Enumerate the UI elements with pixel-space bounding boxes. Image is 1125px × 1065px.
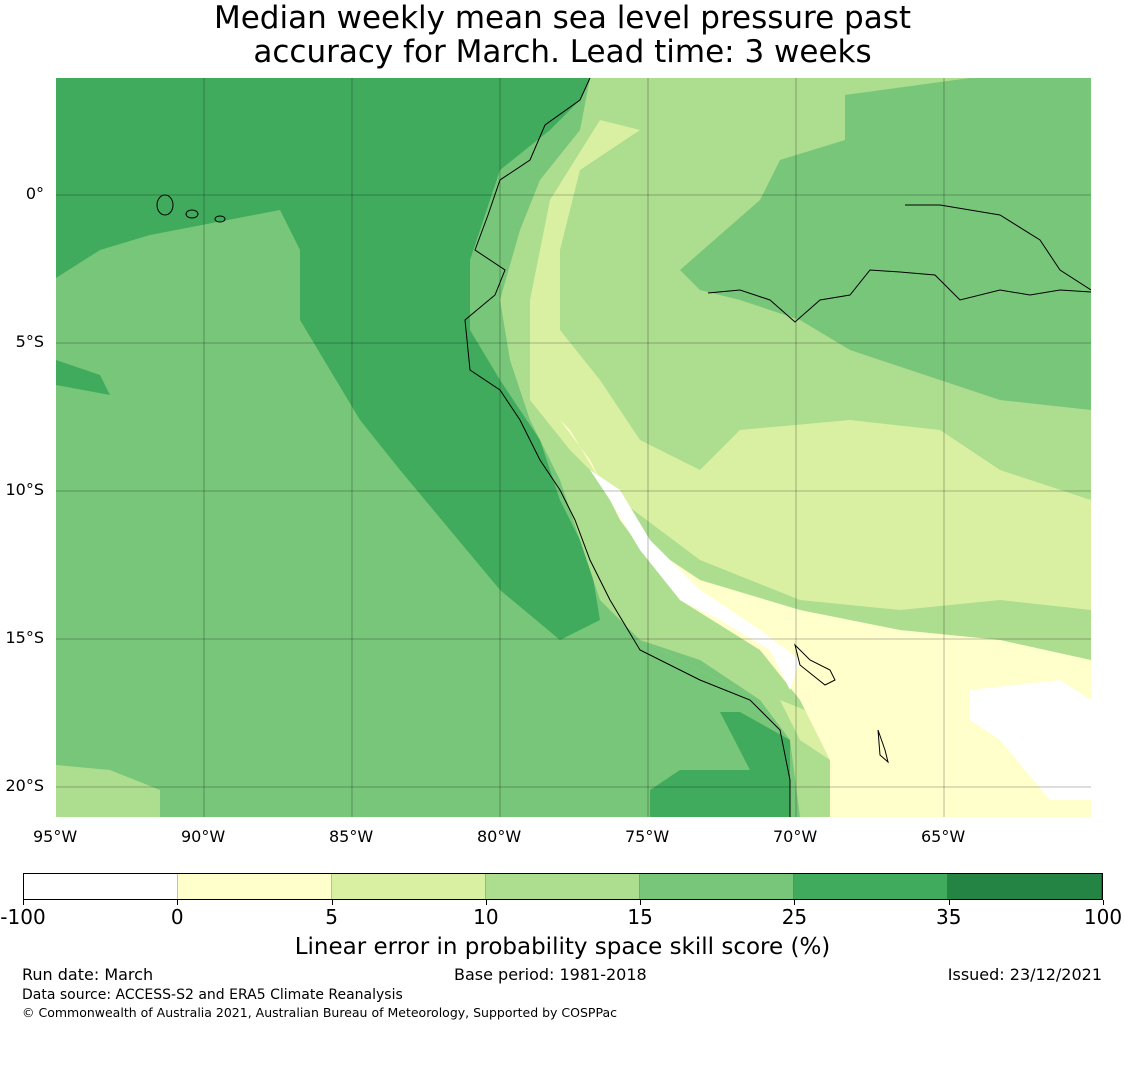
lon-tick-75w: 75°W (625, 827, 670, 846)
region-5-10-sw (56, 765, 160, 817)
lake-titicaca (794, 643, 889, 764)
copyright: © Commonwealth of Australia 2021, Austra… (22, 1005, 617, 1020)
colorbar-bin-2 (332, 874, 486, 899)
colorbar-tick-mark (177, 900, 179, 905)
skill-score-map (56, 78, 1091, 817)
lon-tick-90w: 90°W (181, 827, 226, 846)
colorbar (23, 873, 1103, 900)
region-25-35-patch (56, 360, 110, 395)
lon-tick-85w: 85°W (329, 827, 374, 846)
colorbar-tick-mark (948, 900, 950, 905)
gridlines (56, 78, 1091, 817)
lat-tick-15s: 15°S (5, 628, 44, 647)
amazon-river (707, 269, 1091, 323)
colorbar-tick-mark (23, 900, 24, 905)
chart-title-line2: accuracy for March. Lead time: 3 weeks (253, 34, 872, 70)
colorbar-bin-5 (794, 874, 948, 899)
region-negative-coast (590, 470, 800, 690)
colorbar-bin-6 (948, 874, 1102, 899)
lat-tick-0: 0° (25, 184, 44, 203)
run-date: Run date: March (22, 965, 154, 984)
colorbar-bin-1 (178, 874, 332, 899)
lat-tick-5s: 5°S (15, 332, 44, 351)
region-15-25-north (680, 78, 1091, 410)
lon-tick-70w: 70°W (773, 827, 818, 846)
colorbar-tick-label: 15 (627, 905, 653, 929)
lat-tick-20s: 20°S (5, 776, 44, 795)
region-15-25-south-land (640, 640, 800, 817)
lon-tick-95w: 95°W (33, 827, 78, 846)
coastline (464, 78, 791, 817)
colorbar-tick-mark (640, 900, 642, 905)
colorbar-tick-mark (331, 900, 333, 905)
lon-tick-80w: 80°W (477, 827, 522, 846)
amazon-river-north (905, 204, 1091, 291)
data-source: Data source: ACCESS-S2 and ERA5 Climate … (22, 987, 403, 1003)
galapagos-islands (156, 194, 226, 223)
region-0-5 (560, 420, 1091, 817)
colorbar-tick-label: -100 (0, 905, 46, 929)
lat-tick-10s: 10°S (5, 480, 44, 499)
colorbar-tick-mark (1103, 900, 1104, 905)
region-25-35-south (650, 712, 790, 817)
colorbar-tick-mark (794, 900, 796, 905)
lon-tick-65w: 65°W (921, 827, 966, 846)
chart-title-line1: Median weekly mean sea level pressure pa… (213, 0, 911, 36)
colorbar-bin-3 (486, 874, 640, 899)
issued-date: Issued: 23/12/2021 (947, 965, 1102, 984)
colorbar-bin-0 (24, 874, 178, 899)
colorbar-label: Linear error in probability space skill … (294, 934, 831, 960)
region-negative-east (970, 680, 1091, 800)
base-period: Base period: 1981-2018 (454, 965, 647, 984)
colorbar-tick-label: 25 (781, 905, 808, 929)
colorbar-tick-label: 100 (1083, 905, 1123, 929)
region-5-10 (530, 120, 1091, 610)
colorbar-tick-label: 0 (170, 905, 184, 929)
colorbar-tick-label: 35 (935, 905, 962, 929)
colorbar-tick-label: 5 (325, 905, 338, 929)
colorbar-tick-label: 10 (473, 905, 499, 929)
colorbar-tick-mark (485, 900, 487, 905)
colorbar-bin-4 (640, 874, 794, 899)
